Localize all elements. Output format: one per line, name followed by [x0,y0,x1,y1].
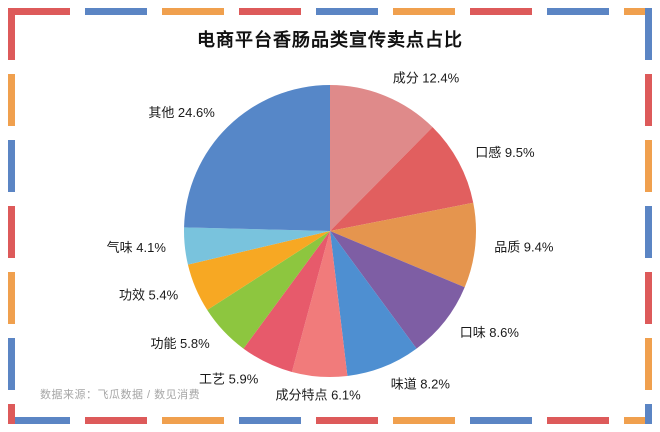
pie-slice-5 [291,231,348,378]
pie-label-2: 品质 9.4% [494,240,554,255]
pie-slice-4 [330,231,417,376]
pie-label-7: 功能 5.8% [150,336,210,351]
pie-label-3: 口味 8.6% [460,325,520,340]
pie-slice-9 [184,227,330,265]
pie-label-10: 其他 24.6% [148,105,215,120]
pie-slice-8 [187,231,330,310]
data-source-note: 数据来源：飞瓜数据 / 数见消费 [40,389,201,401]
pie-slice-10 [184,85,330,231]
pie-slice-7 [207,231,330,349]
pie-label-5: 成分特点 6.1% [275,388,361,403]
pie-label-0: 成分 12.4% [393,70,460,85]
pie-slice-2 [330,202,477,288]
pie-slice-0 [330,85,433,231]
pie-label-1: 口感 9.5% [475,145,535,160]
pie-slice-6 [243,231,330,372]
pie-label-6: 工艺 5.9% [199,372,259,387]
chart-title: 电商平台香肠品类宣传卖点占比 [197,30,463,50]
pie-slice-3 [330,231,465,349]
pie-label-8: 功效 5.4% [119,288,179,303]
pie-slice-1 [330,127,474,231]
pie-label-4: 味道 8.2% [391,376,451,391]
pie-label-9: 气味 4.1% [107,240,167,255]
